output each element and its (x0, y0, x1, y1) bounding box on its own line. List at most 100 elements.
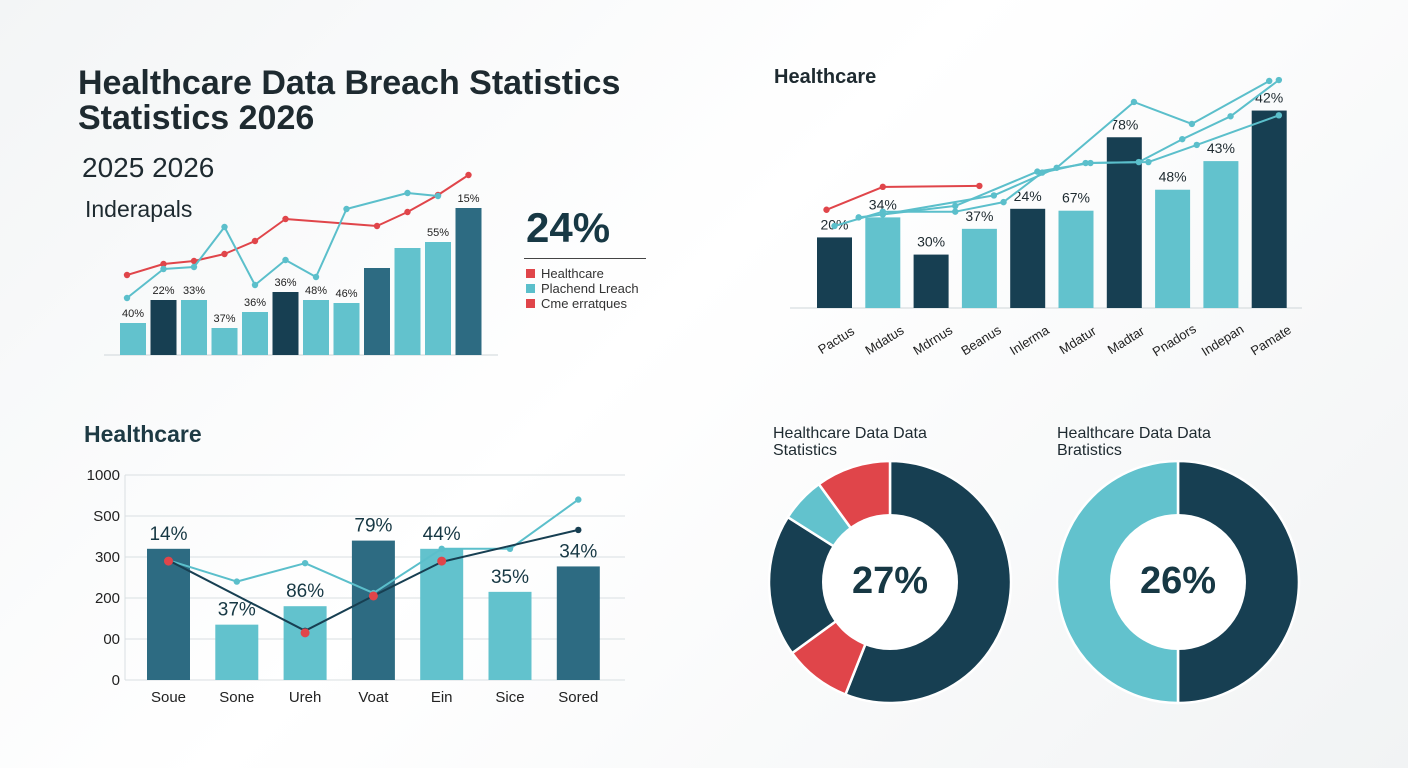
bar (961, 228, 997, 308)
teal-trend-line-point (190, 263, 198, 271)
bar (1058, 210, 1094, 308)
bar (1010, 208, 1046, 308)
bar-label: 48% (1159, 169, 1187, 185)
bar-label: 44% (423, 524, 461, 545)
x-tick-label: Inlerma (1007, 322, 1052, 358)
legend-item: Cme erratques (526, 296, 639, 311)
donut-hole (1110, 514, 1246, 650)
teal-trend-line-point (312, 273, 320, 281)
chart-top-right: 20%Pactus34%Mdatus30%Mdrnus37%Beanus24%I… (790, 76, 1302, 359)
page-title: Healthcare Data Breach Statistics Statis… (78, 66, 698, 136)
teal-trend-line-point (343, 205, 350, 213)
bar (1203, 161, 1239, 308)
x-tick-label: Voat (358, 689, 389, 706)
donut-1-title-line-2: Statistics (773, 442, 838, 459)
bar-label: 78% (1110, 116, 1138, 132)
bar (364, 268, 390, 355)
red-trend-line-point (160, 260, 167, 268)
teal-trend-line-point (879, 211, 886, 218)
bar (394, 248, 421, 355)
donut-2-title-line-2: Bratistics (1057, 442, 1122, 459)
teal-trend-line-point (221, 223, 228, 231)
donut-hole (822, 514, 958, 650)
teal-trend-line-point (952, 202, 959, 210)
x-tick-label: Mdatur (1056, 323, 1099, 358)
teal-trend-line-point (251, 281, 259, 289)
bar (817, 237, 852, 308)
red-trend-line-point (373, 222, 381, 230)
bar (913, 254, 949, 308)
red-trend-line-point (190, 257, 198, 265)
teal-trend-line-point (160, 265, 167, 273)
subtitle: Inderapals (85, 196, 193, 222)
teal-trend-line-point (282, 256, 289, 264)
bar-label: 43% (1207, 140, 1235, 156)
bar (147, 548, 190, 680)
bar (488, 591, 532, 680)
red-trend-line-point (404, 208, 411, 216)
bar-label: 37% (218, 600, 256, 621)
bar-label: 14% (149, 524, 187, 545)
bar-label: 37% (965, 208, 993, 224)
teal-trend-line-point (1087, 159, 1094, 167)
red-markers (437, 556, 447, 566)
page-title-line-1: Healthcare Data Breach Statistics (78, 64, 621, 102)
teal-trend-line-point (1275, 76, 1283, 84)
bar (420, 548, 464, 680)
dark-trend-line-point (575, 526, 582, 534)
bar-label: 15% (457, 193, 479, 205)
red-trend-line-point (823, 206, 830, 213)
donut-1-center-value: 27% (851, 560, 929, 602)
x-tick-label: Sone (219, 689, 254, 706)
y-tick-label: S00 (93, 508, 120, 525)
teal-trend-line-point (952, 208, 959, 215)
teal-trend-line-point (438, 545, 445, 552)
red-trend-line-point (123, 271, 131, 279)
red-markers (164, 556, 173, 566)
bar-label: 55% (427, 227, 449, 239)
bar-label: 34% (869, 196, 897, 212)
teal-trend-line-point (1145, 158, 1152, 166)
teal-trend-line-point (1227, 113, 1234, 120)
bar-label: 86% (286, 581, 324, 602)
years-label: 2025 2026 (82, 152, 215, 183)
x-tick-label: Beanus (958, 322, 1004, 358)
bar-label: 24% (1014, 188, 1042, 204)
teal-trend-line-point (123, 294, 131, 302)
donut-1-title-line-1: Healthcare Data Data (773, 425, 927, 442)
x-tick-label: Mdatus (862, 322, 907, 358)
bar-label: 48% (305, 285, 327, 297)
donut-chart-2 (1056, 460, 1301, 705)
legend-swatch (526, 269, 535, 278)
legend: Healthcare Plachend Lreach Cme erratques (526, 266, 639, 311)
chart-top-left: 40% 22% 33% 37% 36% 36% 48% 46% 55% 15% (104, 171, 498, 356)
bar (303, 300, 329, 355)
x-tick-label: Soue (151, 689, 186, 706)
teal-trend-line-point (831, 222, 838, 230)
bar (120, 323, 146, 355)
bar-label: 36% (244, 297, 266, 309)
highlight-value: 24% (526, 204, 611, 251)
legend-label: Plachend Lreach (541, 281, 639, 296)
teal-trend-line (882, 80, 1270, 216)
page-title-line-2: Statistics 2026 (78, 99, 315, 137)
bar (1106, 137, 1142, 308)
x-tick-label: Ureh (289, 689, 322, 706)
red-markers (368, 591, 378, 601)
teal-trend-line-point (1034, 168, 1041, 175)
x-tick-label: Pamate (1248, 322, 1294, 358)
teal-trend-line-point (434, 192, 442, 200)
bar-label: 22% (152, 285, 174, 297)
teal-trend-line-point (575, 496, 582, 503)
teal-trend-line-point (990, 192, 998, 199)
bar-label: 79% (354, 516, 392, 537)
divider (524, 258, 646, 259)
x-tick-label: Ein (431, 689, 453, 706)
x-tick-label: Sice (495, 689, 524, 706)
bar-label: 34% (559, 541, 597, 562)
bar (1251, 110, 1287, 308)
bar (272, 292, 299, 355)
teal-trend-line-point (1188, 120, 1196, 128)
teal-trend-line-point (1130, 98, 1138, 106)
bar-label: 33% (183, 285, 205, 297)
